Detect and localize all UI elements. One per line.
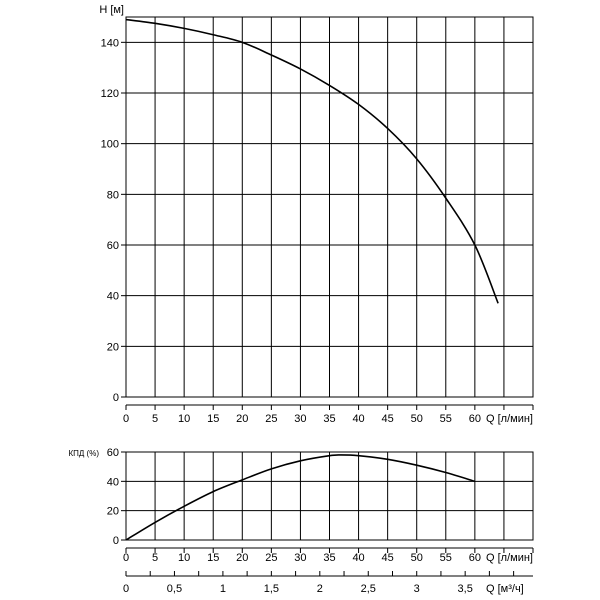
- m3h-tick-label: 1,5: [264, 583, 279, 595]
- top-x-tick-label: 0: [123, 413, 129, 425]
- bottom-x-tick-label: 30: [294, 552, 306, 564]
- top-y-tick-label: 80: [107, 189, 119, 201]
- top-x-tick-label: 10: [178, 413, 190, 425]
- top-x-tick-label: 60: [469, 413, 481, 425]
- bottom-y-tick-label: 0: [113, 535, 119, 547]
- top-x-tick-label: 5: [152, 413, 158, 425]
- top-x-tick-label: 35: [323, 413, 335, 425]
- bottom-y-tick-label: 60: [107, 447, 119, 459]
- top-y-tick-label: 100: [101, 139, 119, 151]
- m3h-tick-label: 3: [414, 583, 420, 595]
- bottom-x-tick-label: 15: [207, 552, 219, 564]
- bottom-x-tick-label: 5: [152, 552, 158, 564]
- bottom-y-tick-label: 40: [107, 476, 119, 488]
- bottom-x-tick-label: 25: [265, 552, 277, 564]
- bottom-x-tick-label: 45: [382, 552, 394, 564]
- m3h-tick-label: 0,5: [167, 583, 182, 595]
- top-x-tick-label: 55: [440, 413, 452, 425]
- bottom-x-tick-label: 10: [178, 552, 190, 564]
- top-y-tick-label: 140: [101, 37, 119, 49]
- m3h-tick-label: 1: [220, 583, 226, 595]
- m3h-tick-label: 2: [317, 583, 323, 595]
- top-y-axis-label: H [м]: [99, 4, 124, 16]
- m3h-tick-label: 3,5: [458, 583, 473, 595]
- bottom-x-tick-label: 60: [469, 552, 481, 564]
- bottom-y-tick-label: 20: [107, 506, 119, 518]
- top-y-tick-label: 40: [107, 291, 119, 303]
- top-y-tick-label: 0: [113, 392, 119, 404]
- top-x-tick-label: 45: [382, 413, 394, 425]
- top-x-tick-label: 40: [352, 413, 364, 425]
- head-curve: [125, 18, 499, 304]
- top-y-tick-label: 20: [107, 341, 119, 353]
- top-x-tick-label: 20: [236, 413, 248, 425]
- top-y-tick-label: 120: [101, 88, 119, 100]
- bottom-x-tick-label: 0: [123, 552, 129, 564]
- top-x-tick-label: 50: [411, 413, 423, 425]
- top-y-tick-label: 60: [107, 240, 119, 252]
- bottom-x-tick-label: 35: [323, 552, 335, 564]
- m3h-tick-label: 2,5: [361, 583, 376, 595]
- bottom-x-tick-label: 20: [236, 552, 248, 564]
- top-x-tick-label: 15: [207, 413, 219, 425]
- bottom-x-tick-label: 55: [440, 552, 452, 564]
- m3h-axis-label: Q [м³/ч]: [486, 583, 524, 595]
- bottom-x-tick-label: 40: [352, 552, 364, 564]
- efficiency-curve: [125, 454, 476, 541]
- top-x-tick-label: 30: [294, 413, 306, 425]
- bottom-y-axis-label: КПД (%): [69, 449, 100, 458]
- top-x-axis-label: Q [л/мин]: [486, 413, 533, 425]
- bottom-x-axis-label: Q [л/мин]: [486, 552, 533, 564]
- top-x-tick-label: 25: [265, 413, 277, 425]
- m3h-tick-label: 0: [123, 583, 129, 595]
- bottom-x-tick-label: 50: [411, 552, 423, 564]
